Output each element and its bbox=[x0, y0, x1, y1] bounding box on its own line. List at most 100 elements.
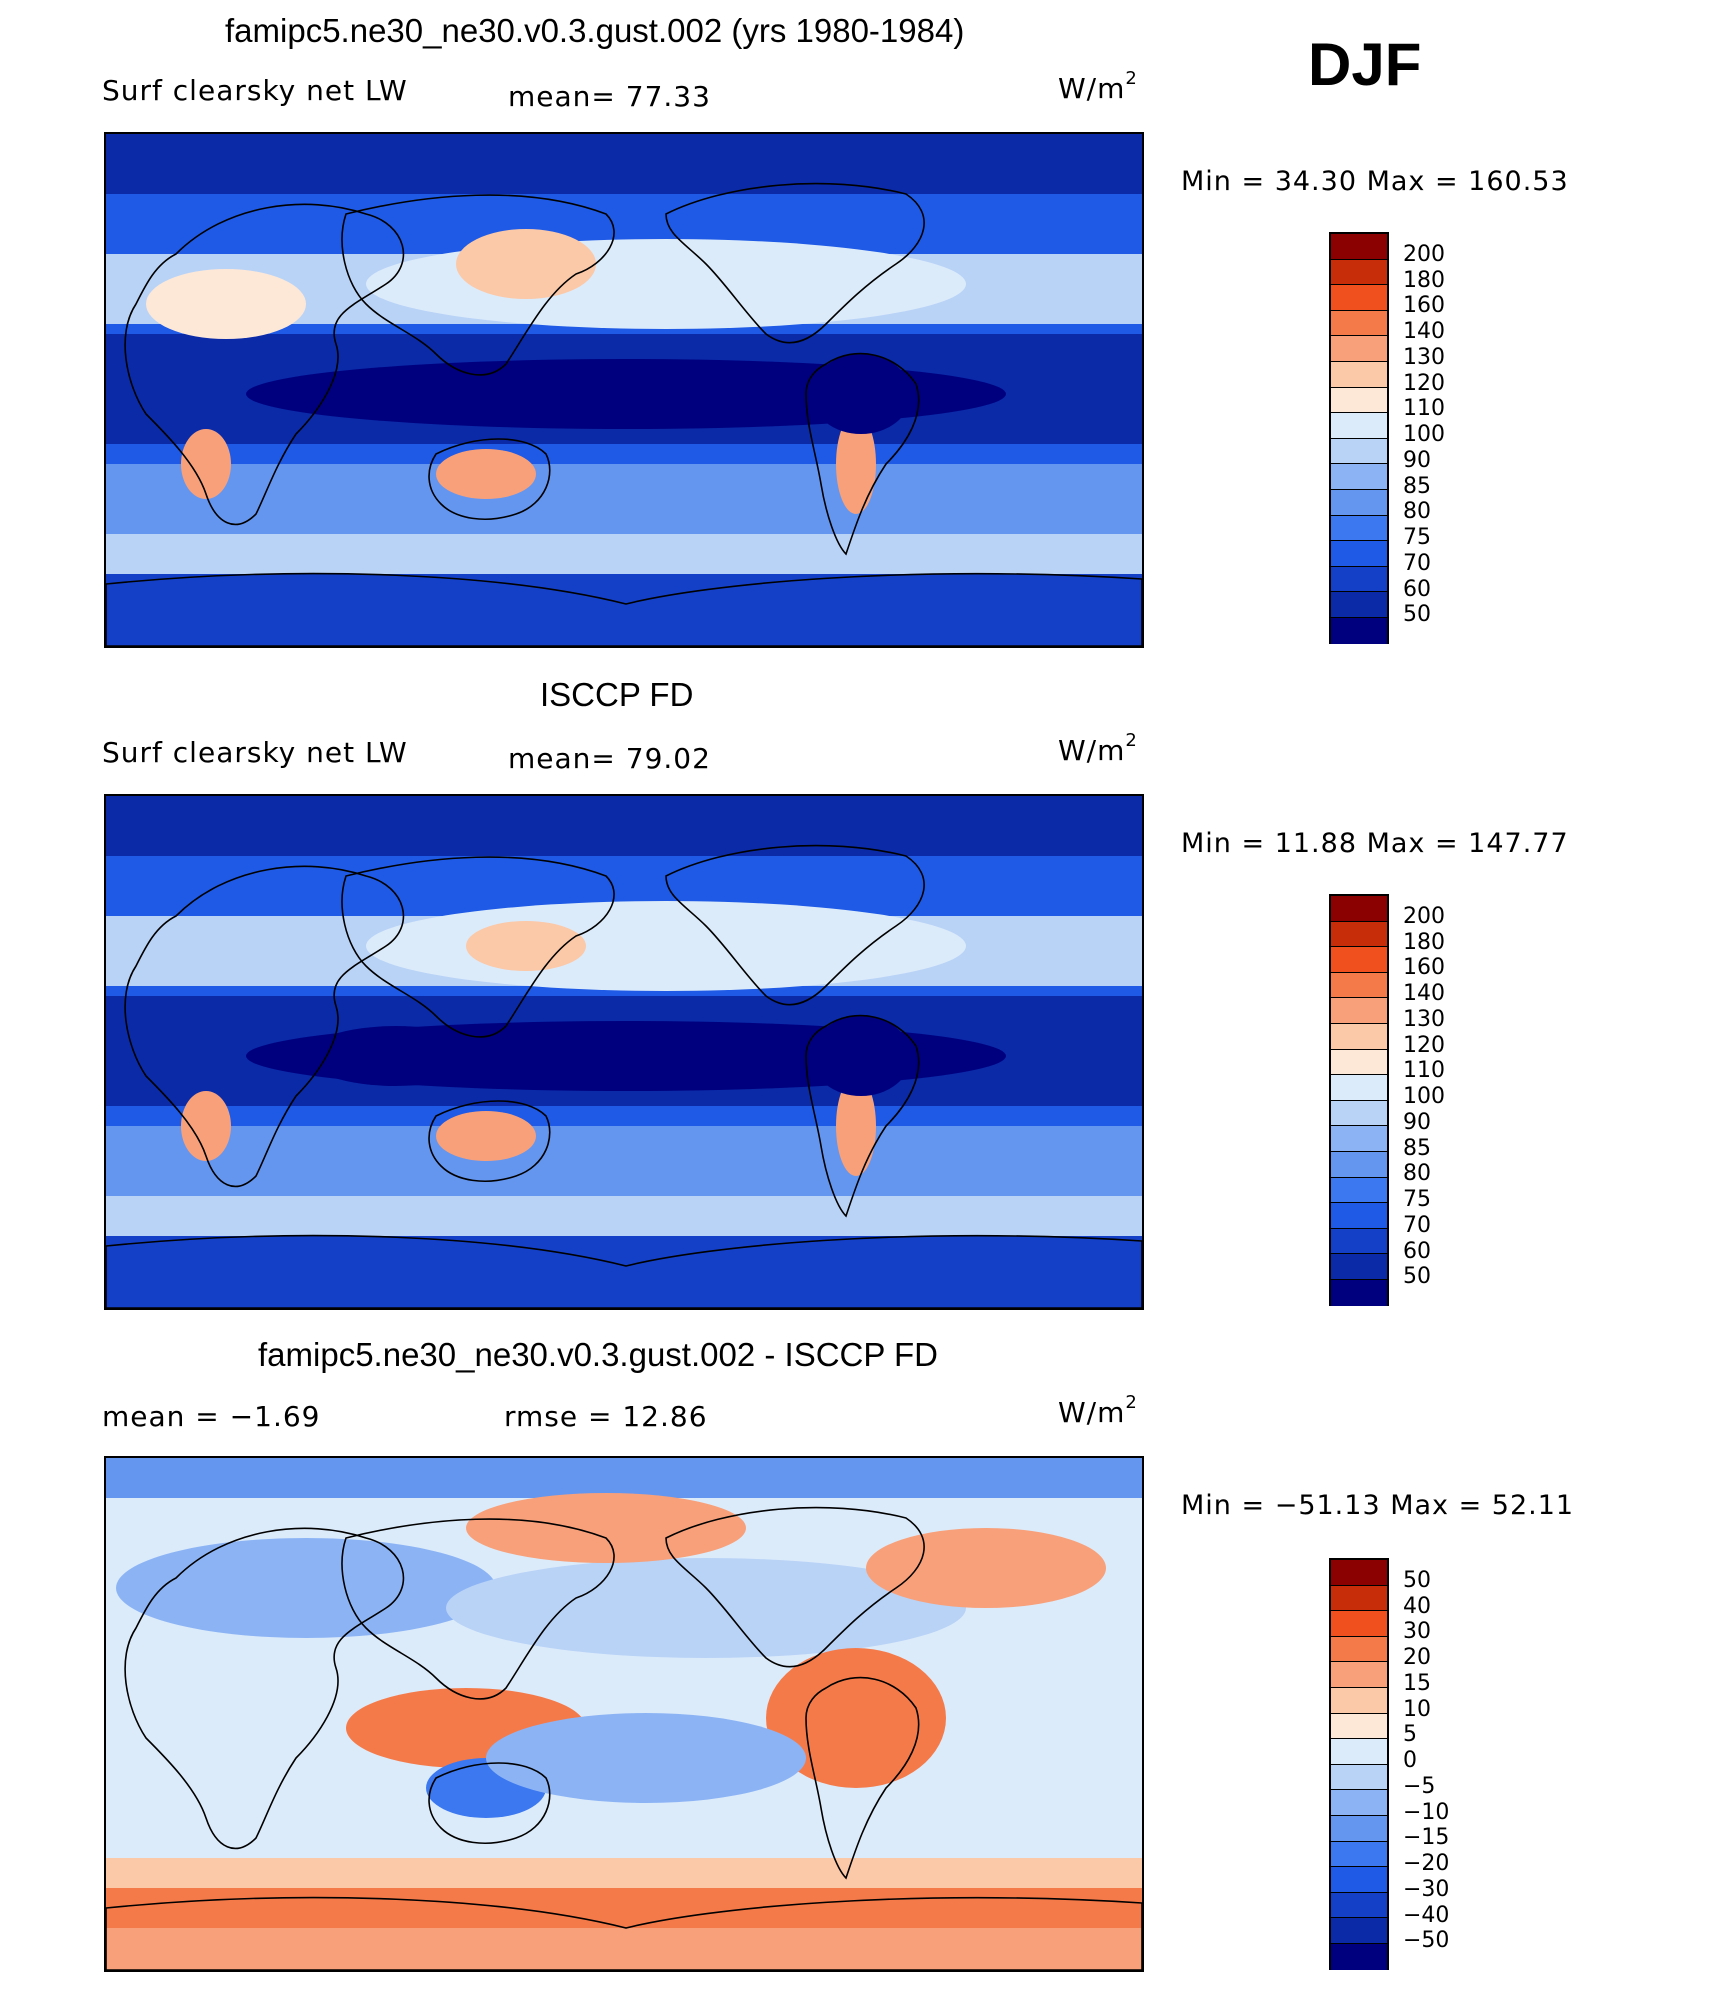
colorbar-tick-label: 20 bbox=[1403, 1645, 1431, 1670]
panel-1-title: famipc5.ne30_ne30.v0.3.gust.002 (yrs 198… bbox=[225, 12, 965, 49]
colorbar-tick-label: 80 bbox=[1403, 1161, 1431, 1187]
colorbar-tick-label: 120 bbox=[1403, 1032, 1445, 1058]
colorbar-tick-label: −20 bbox=[1403, 1851, 1450, 1876]
colorbar-tick-label: 60 bbox=[1403, 1238, 1431, 1264]
colorbar-tick-label: 75 bbox=[1403, 1187, 1431, 1212]
panel-1-colorbar bbox=[1329, 232, 1389, 644]
colorbar-tick-label: 50 bbox=[1403, 602, 1431, 628]
colorbar-swatch bbox=[1331, 1279, 1387, 1306]
colorbar-swatch bbox=[1331, 259, 1387, 286]
colorbar-swatch bbox=[1331, 1636, 1387, 1663]
colorbar-swatch bbox=[1331, 1254, 1387, 1280]
colorbar-tick-label: 50 bbox=[1403, 1264, 1431, 1290]
colorbar-swatch bbox=[1331, 1585, 1387, 1612]
colorbar-swatch bbox=[1331, 998, 1387, 1024]
panel-2-map bbox=[104, 794, 1144, 1310]
colorbar-swatch bbox=[1331, 1867, 1387, 1893]
colorbar-tick-label: 160 bbox=[1403, 955, 1445, 981]
colorbar-swatch bbox=[1331, 1739, 1387, 1765]
colorbar-tick-label: 85 bbox=[1403, 473, 1431, 499]
colorbar-swatch bbox=[1331, 1560, 1387, 1586]
panel-1-units: W/m2 bbox=[1058, 68, 1138, 105]
colorbar-tick-label: 70 bbox=[1403, 550, 1431, 576]
colorbar-swatch bbox=[1331, 1177, 1387, 1204]
colorbar-swatch bbox=[1331, 1203, 1387, 1229]
colorbar-swatch bbox=[1331, 1918, 1387, 1944]
colorbar-swatch bbox=[1331, 972, 1387, 999]
panel-3-minmax: Min = −51.13 Max = 52.11 bbox=[1181, 1490, 1575, 1521]
colorbar-swatch bbox=[1331, 1075, 1387, 1101]
colorbar-tick-label: −10 bbox=[1403, 1799, 1450, 1825]
colorbar-swatch bbox=[1331, 947, 1387, 973]
colorbar-tick-label: −5 bbox=[1403, 1773, 1436, 1799]
colorbar-tick-label: −15 bbox=[1403, 1825, 1450, 1851]
panel-1-map-field bbox=[106, 134, 1142, 646]
colorbar-tick-label: 110 bbox=[1403, 396, 1445, 422]
colorbar-tick-label: 130 bbox=[1403, 344, 1445, 370]
colorbar-tick-label: 15 bbox=[1403, 1670, 1431, 1696]
panel-3-map bbox=[104, 1456, 1144, 1972]
panel-3-colorbar bbox=[1329, 1558, 1389, 1970]
colorbar-tick-label: 80 bbox=[1403, 499, 1431, 525]
colorbar-tick-label: 180 bbox=[1403, 267, 1445, 293]
colorbar-swatch bbox=[1331, 1713, 1387, 1740]
colorbar-tick-label: 200 bbox=[1403, 241, 1445, 267]
colorbar-tick-label: 110 bbox=[1403, 1058, 1445, 1084]
colorbar-swatch bbox=[1331, 1662, 1387, 1688]
colorbar-swatch bbox=[1331, 489, 1387, 516]
colorbar-swatch bbox=[1331, 413, 1387, 439]
colorbar-swatch bbox=[1331, 515, 1387, 542]
colorbar-tick-label: 85 bbox=[1403, 1135, 1431, 1161]
colorbar-tick-label: 0 bbox=[1403, 1748, 1417, 1773]
colorbar-tick-label: 140 bbox=[1403, 981, 1445, 1006]
panel-2-map-field bbox=[106, 796, 1142, 1308]
colorbar-tick-label: 40 bbox=[1403, 1593, 1431, 1619]
colorbar-tick-label: 90 bbox=[1403, 1109, 1431, 1135]
panel-3-map-field bbox=[106, 1458, 1142, 1970]
panel-3-units: W/m2 bbox=[1058, 1392, 1138, 1429]
colorbar-swatch bbox=[1331, 438, 1387, 465]
colorbar-tick-label: 200 bbox=[1403, 903, 1445, 929]
colorbar-tick-label: −30 bbox=[1403, 1876, 1450, 1902]
panel-2-colorbar bbox=[1329, 894, 1389, 1306]
colorbar-swatch bbox=[1331, 1892, 1387, 1919]
colorbar-swatch bbox=[1331, 1815, 1387, 1842]
colorbar-swatch bbox=[1331, 1023, 1387, 1050]
colorbar-tick-label: 100 bbox=[1403, 1084, 1445, 1109]
panel-3-rmse-label: rmse = 12.86 bbox=[504, 1400, 708, 1433]
panel-3-title: famipc5.ne30_ne30.v0.3.gust.002 - ISCCP … bbox=[258, 1336, 938, 1373]
colorbar-swatch bbox=[1331, 234, 1387, 260]
colorbar-swatch bbox=[1331, 464, 1387, 490]
colorbar-swatch bbox=[1331, 1611, 1387, 1637]
colorbar-swatch bbox=[1331, 387, 1387, 414]
colorbar-tick-label: 30 bbox=[1403, 1619, 1431, 1645]
colorbar-swatch bbox=[1331, 1049, 1387, 1076]
colorbar-tick-label: 160 bbox=[1403, 293, 1445, 319]
colorbar-swatch bbox=[1331, 566, 1387, 593]
panel-1-variable-label: Surf clearsky net LW bbox=[102, 74, 408, 107]
colorbar-tick-label: 120 bbox=[1403, 370, 1445, 396]
colorbar-swatch bbox=[1331, 285, 1387, 311]
colorbar-swatch bbox=[1331, 592, 1387, 618]
colorbar-swatch bbox=[1331, 1790, 1387, 1816]
colorbar-swatch bbox=[1331, 896, 1387, 922]
season-label: DJF bbox=[1308, 31, 1422, 98]
colorbar-swatch bbox=[1331, 1764, 1387, 1791]
panel-1-mean-label: mean= 77.33 bbox=[508, 80, 711, 113]
colorbar-swatch bbox=[1331, 1126, 1387, 1152]
colorbar-swatch bbox=[1331, 1943, 1387, 1970]
colorbar-tick-label: 75 bbox=[1403, 525, 1431, 550]
panel-2-minmax: Min = 11.88 Max = 147.77 bbox=[1181, 828, 1569, 859]
panel-2-title: ISCCP FD bbox=[540, 676, 694, 713]
colorbar-swatch bbox=[1331, 541, 1387, 567]
colorbar-swatch bbox=[1331, 1841, 1387, 1868]
colorbar-swatch bbox=[1331, 1687, 1387, 1714]
panel-3-mean-label: mean = −1.69 bbox=[102, 1400, 321, 1433]
colorbar-tick-label: 180 bbox=[1403, 929, 1445, 955]
colorbar-swatch bbox=[1331, 921, 1387, 948]
colorbar-swatch bbox=[1331, 1228, 1387, 1255]
colorbar-swatch bbox=[1331, 361, 1387, 388]
panel-1-minmax: Min = 34.30 Max = 160.53 bbox=[1181, 166, 1569, 197]
colorbar-tick-label: 60 bbox=[1403, 576, 1431, 602]
colorbar-tick-label: −40 bbox=[1403, 1902, 1450, 1928]
